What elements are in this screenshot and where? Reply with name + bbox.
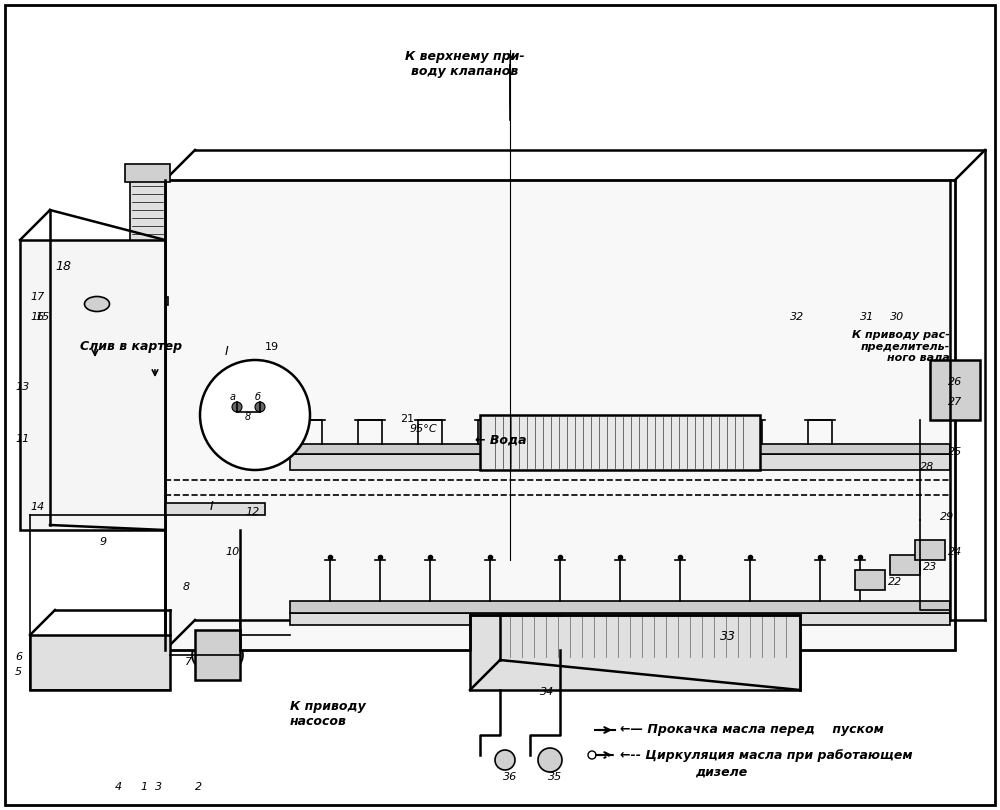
Text: К приводу рас-
пределитель-
ного вала: К приводу рас- пределитель- ного вала — [852, 330, 950, 363]
Text: 17: 17 — [30, 292, 44, 302]
Text: 36: 36 — [503, 772, 517, 782]
Text: 19: 19 — [265, 342, 279, 352]
Circle shape — [192, 640, 222, 670]
Bar — [55, 455, 110, 475]
Text: 4: 4 — [115, 782, 122, 792]
Text: 8: 8 — [183, 582, 190, 592]
Bar — [480, 415, 760, 470]
Text: 7: 7 — [185, 657, 192, 667]
Text: ←— Прокачка масла перед    пуском: ←— Прокачка масла перед пуском — [620, 723, 884, 736]
Text: 11: 11 — [15, 434, 29, 444]
Text: ←-- Циркуляция масла при работающем: ←-- Циркуляция масла при работающем — [620, 748, 913, 761]
Bar — [195, 630, 240, 680]
Bar — [915, 540, 945, 560]
Text: 34: 34 — [540, 687, 554, 697]
Bar — [290, 454, 950, 470]
Text: ← Вода: ← Вода — [475, 433, 526, 446]
Circle shape — [538, 748, 562, 772]
Bar — [890, 555, 920, 575]
Text: б: б — [255, 392, 261, 402]
Bar — [855, 570, 885, 590]
Text: 24: 24 — [948, 547, 962, 557]
Bar — [470, 615, 800, 690]
Text: 16: 16 — [30, 312, 44, 322]
Text: 2: 2 — [195, 782, 202, 792]
Bar — [55, 365, 110, 415]
Text: I: I — [210, 500, 214, 513]
Text: a: a — [230, 392, 236, 402]
Text: 23: 23 — [923, 562, 937, 572]
Text: 3: 3 — [155, 782, 162, 792]
Text: 9: 9 — [100, 537, 107, 547]
Bar — [55, 420, 110, 455]
Bar — [130, 180, 165, 300]
Circle shape — [200, 360, 310, 470]
Text: дизеле: дизеле — [695, 765, 747, 778]
Text: 22: 22 — [888, 577, 902, 587]
Bar — [85, 305, 110, 335]
Text: 27: 27 — [948, 397, 962, 407]
Text: 33: 33 — [720, 630, 736, 643]
Text: Слив в картер: Слив в картер — [80, 340, 182, 353]
Bar — [930, 360, 980, 420]
Text: 5: 5 — [15, 667, 22, 677]
Text: 25: 25 — [948, 447, 962, 457]
Bar — [127, 297, 168, 305]
Bar — [290, 613, 950, 625]
Text: К приводу
насосов: К приводу насосов — [290, 700, 366, 728]
Text: I: I — [225, 345, 229, 358]
Ellipse shape — [84, 296, 110, 312]
Circle shape — [255, 402, 265, 412]
Bar — [165, 180, 955, 650]
Text: 95°C: 95°C — [410, 424, 438, 434]
Text: 29: 29 — [940, 512, 954, 522]
Bar — [125, 164, 170, 182]
Bar — [290, 601, 950, 613]
Text: 12: 12 — [245, 507, 259, 517]
Text: 10: 10 — [225, 547, 239, 557]
Text: 8: 8 — [245, 412, 251, 422]
Text: 26: 26 — [948, 377, 962, 387]
Text: 15: 15 — [35, 312, 49, 322]
Circle shape — [495, 750, 515, 770]
Bar — [30, 635, 170, 690]
Text: 21: 21 — [400, 414, 414, 424]
Text: 28: 28 — [920, 462, 934, 472]
Circle shape — [588, 751, 596, 759]
Circle shape — [75, 643, 115, 683]
Text: К верхнему при-
воду клапанов: К верхнему при- воду клапанов — [405, 50, 525, 78]
Text: 31: 31 — [860, 312, 874, 322]
Circle shape — [213, 640, 243, 670]
Text: 35: 35 — [548, 772, 562, 782]
Text: 14: 14 — [30, 502, 44, 512]
Text: 1: 1 — [140, 782, 147, 792]
Text: 6: 6 — [15, 652, 22, 662]
Bar — [20, 240, 165, 530]
Text: 32: 32 — [790, 312, 804, 322]
Bar — [290, 444, 950, 454]
Bar — [165, 503, 265, 515]
Text: 30: 30 — [890, 312, 904, 322]
Circle shape — [232, 402, 242, 412]
Bar — [110, 410, 132, 445]
Ellipse shape — [750, 417, 770, 467]
Text: 13: 13 — [15, 382, 29, 392]
Ellipse shape — [470, 417, 490, 467]
Text: 18: 18 — [55, 260, 71, 273]
